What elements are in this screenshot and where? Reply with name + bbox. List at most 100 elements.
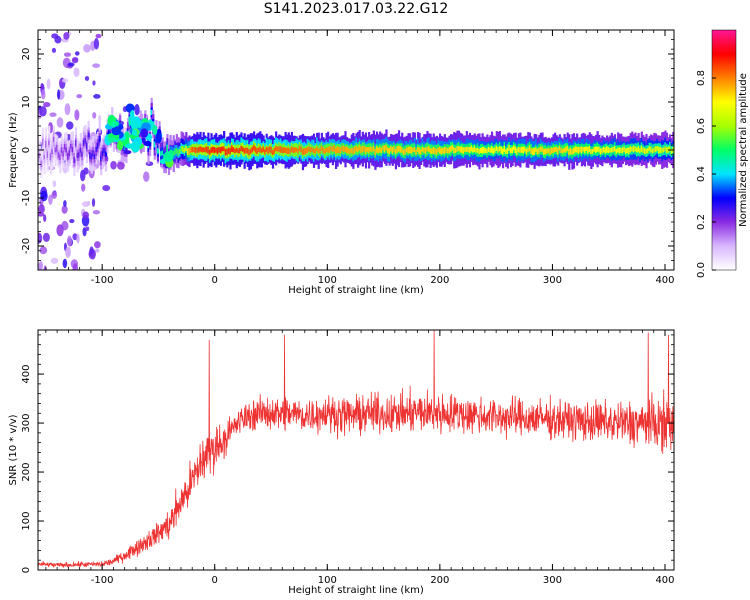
heatmap-cell	[48, 194, 53, 205]
heatmap-ridge-cell	[44, 140, 48, 148]
heatmap-ridge-cell	[506, 147, 509, 155]
heatmap-ridge-cell	[473, 145, 476, 153]
heatmap-ridge-cell	[576, 146, 579, 153]
colorbar-tick-label: 0.4	[696, 166, 707, 182]
heatmap-ridge-cell	[71, 147, 74, 153]
heatmap-ridge-cell	[186, 148, 190, 156]
heatmap-ridge-cell	[531, 148, 535, 155]
heatmap-cell	[72, 233, 78, 241]
heatmap-ridge-cell	[513, 145, 516, 151]
heatmap-ridge-cell	[435, 148, 439, 155]
heatmap-ridge-cell	[76, 152, 79, 159]
heatmap-ridge-cell	[297, 148, 300, 154]
heatmap-ridge-cell	[311, 147, 314, 152]
heatmap-ridge-cell	[528, 145, 531, 152]
heatmap-ridge-cell	[183, 147, 186, 153]
heatmap-ridge-cell	[216, 147, 219, 155]
heatmap-cell	[63, 52, 72, 57]
heatmap-ridge-cell	[591, 149, 595, 154]
heatmap-cell	[38, 204, 45, 214]
heatmap-ridge-cell	[300, 146, 303, 153]
heatmap-cell	[74, 109, 80, 121]
heatmap-ridge-cell	[386, 147, 390, 153]
heatmap-ridge-cell	[172, 150, 175, 157]
heatmap-ridge-cell	[664, 146, 667, 152]
heatmap-ridge-cell	[648, 146, 651, 151]
heatmap-cell	[85, 226, 90, 231]
heatmap-ridge-cell	[390, 146, 393, 152]
snr-xtick-label: 100	[318, 575, 337, 586]
heatmap-ridge-cell	[561, 148, 565, 154]
snr-series	[38, 330, 674, 568]
heatmap-ridge-cell	[596, 146, 599, 152]
heatmap-ridge-cell	[429, 148, 432, 154]
heatmap-ridge-cell	[73, 156, 76, 163]
heatmap-ridge-cell	[396, 146, 399, 153]
heatmap-cell	[51, 191, 58, 199]
heatmap-ridge-cell	[352, 147, 355, 155]
heatmap-ridge-cell	[101, 150, 104, 156]
heatmap-ridge-cell	[486, 148, 489, 154]
heatmap-ridge-cell	[577, 146, 580, 154]
heatmap-ridge-cell	[501, 148, 505, 155]
heatmap-ytick-label: 0	[21, 147, 32, 153]
snr-xtick-label: 0	[212, 575, 218, 586]
heatmap-cell	[69, 218, 75, 224]
heatmap-ridge-cell	[84, 138, 87, 144]
heatmap-ridge-cell	[527, 147, 530, 153]
heatmap-ridge-cell	[90, 153, 93, 160]
heatmap-ridge-cell	[516, 148, 519, 155]
heatmap-ridge-cell	[245, 147, 248, 154]
heatmap-ridge-cell	[623, 146, 626, 152]
heatmap-cell	[61, 78, 69, 83]
heatmap-ridge-cell	[212, 146, 215, 153]
heatmap-ridge-cell	[490, 146, 494, 153]
heatmap-ridge-cell	[38, 153, 41, 159]
heatmap-ridge-cell	[171, 150, 174, 156]
heatmap-ridge-cell	[377, 147, 380, 154]
heatmap-ridge-cell	[237, 148, 240, 154]
heatmap-ridge-cell	[374, 148, 377, 156]
heatmap-cell	[63, 32, 70, 40]
heatmap-ytick-label: 20	[21, 48, 32, 61]
heatmap-blob	[141, 137, 146, 143]
heatmap-ridge-cell	[533, 147, 536, 155]
heatmap-ridge-cell	[620, 147, 623, 154]
heatmap-ridge-cell	[215, 147, 218, 153]
heatmap-ridge-cell	[525, 148, 528, 155]
heatmap-ridge-cell	[65, 147, 68, 153]
snr-xlabel: Height of straight line (km)	[288, 585, 424, 596]
heatmap-ridge-cell	[52, 136, 56, 142]
heatmap-ridge-cell	[246, 147, 249, 154]
heatmap-cell	[38, 212, 45, 217]
heatmap-ridge-cell	[197, 146, 201, 153]
heatmap-ridge-cell	[495, 145, 498, 151]
heatmap-ridge-cell	[81, 151, 84, 157]
heatmap-ridge-cell	[366, 147, 369, 152]
colorbar-scale	[711, 29, 737, 271]
heatmap-ridge-cell	[43, 154, 46, 160]
heatmap-ridge-cell	[582, 146, 585, 152]
heatmap-blob	[155, 132, 162, 144]
heatmap-xtick-label: 400	[655, 275, 674, 286]
heatmap-ridge-cell	[382, 145, 385, 151]
heatmap-ridge-cell	[505, 149, 508, 155]
heatmap-ridge-cell	[369, 146, 372, 152]
heatmap-ridge-cell	[161, 150, 164, 156]
heatmap-cell	[40, 190, 48, 202]
heatmap-cells	[38, 31, 674, 270]
heatmap-ridge-cell	[552, 147, 555, 153]
heatmap-ridge-cell	[353, 146, 357, 154]
heatmap-ridge-cell	[404, 148, 407, 155]
heatmap-ridge-cell	[218, 146, 221, 153]
heatmap-ridge-cell	[569, 147, 572, 155]
heatmap-ridge-cell	[234, 148, 237, 154]
colorbar-tick-label: 0.6	[696, 118, 707, 134]
heatmap-ridge-cell	[555, 147, 558, 152]
heatmap-ridge-cell	[319, 148, 322, 154]
heatmap-ridge-cell	[643, 148, 647, 155]
colorbar-tick-label: 0.8	[696, 70, 707, 86]
heatmap-ridge-cell	[604, 147, 607, 154]
heatmap-ridge-cell	[420, 149, 423, 155]
